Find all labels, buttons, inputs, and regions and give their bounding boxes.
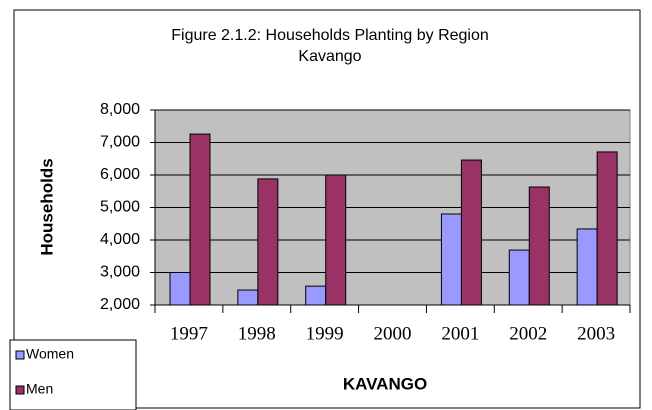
bar — [528, 186, 550, 306]
legend-label: Women — [26, 346, 74, 362]
legend-label: Men — [26, 381, 53, 397]
y-tick-label: 4,000 — [100, 231, 140, 248]
y-tick-label: 5,000 — [100, 199, 140, 216]
x-tick-label: 1997 — [170, 323, 208, 344]
chart-title: Figure 2.1.2: Households Planting by Reg… — [171, 27, 489, 44]
bar — [189, 133, 211, 306]
y-tick-label: 3,000 — [100, 264, 140, 281]
bar — [237, 289, 259, 306]
bar — [440, 213, 462, 306]
bar — [460, 159, 482, 306]
y-axis-label: Households — [37, 158, 56, 255]
y-tick-label: 8,000 — [100, 101, 140, 118]
legend-swatch — [15, 385, 25, 395]
legend-swatch — [15, 350, 25, 360]
x-tick-label: 1998 — [238, 323, 276, 344]
x-tick-label: 2003 — [577, 323, 615, 344]
legend-box — [9, 339, 137, 410]
chart-subtitle: Kavango — [298, 48, 361, 65]
bar — [305, 285, 327, 306]
bar — [508, 249, 530, 306]
bar — [596, 151, 618, 306]
bar — [325, 174, 347, 306]
y-tick-label: 7,000 — [100, 134, 140, 151]
bar — [576, 228, 598, 306]
x-tick-label: 2002 — [509, 323, 547, 344]
x-tick-label: 2000 — [374, 323, 412, 344]
x-tick-label: 1999 — [306, 323, 344, 344]
y-tick-label: 6,000 — [100, 166, 140, 183]
x-tick-label: 2001 — [441, 323, 479, 344]
y-tick-label: 2,000 — [100, 296, 140, 313]
bar — [169, 272, 191, 306]
bar — [257, 178, 279, 306]
x-axis-label: KAVANGO — [343, 374, 427, 393]
